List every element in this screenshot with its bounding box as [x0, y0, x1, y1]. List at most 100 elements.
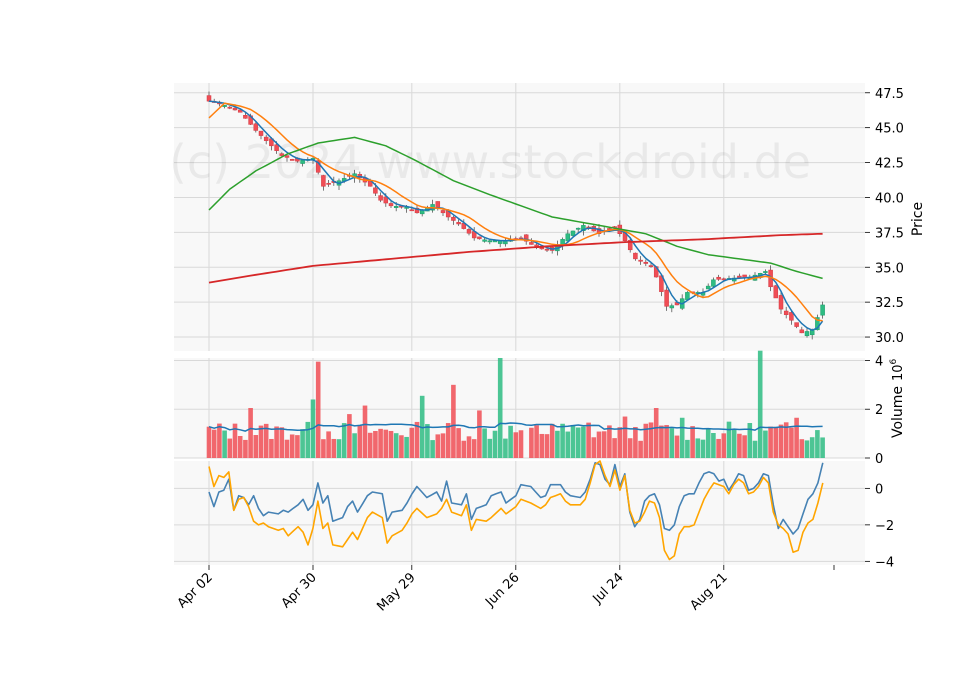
- volume-bar: [565, 431, 571, 458]
- volume-bar: [492, 430, 498, 458]
- volume-bar: [258, 425, 264, 458]
- volume-bar: [399, 435, 404, 458]
- volume-bar: [305, 421, 311, 458]
- candle-body: [326, 182, 331, 185]
- candle-body: [794, 322, 799, 327]
- volume-bar: [549, 423, 555, 458]
- volume-bar: [700, 439, 706, 458]
- volume-bar: [404, 436, 409, 458]
- candle-body: [773, 285, 779, 299]
- candle-body: [232, 107, 238, 111]
- candle-body: [570, 230, 576, 236]
- volume-bar: [487, 438, 493, 458]
- candle-body: [815, 317, 820, 331]
- candle-body: [409, 209, 415, 212]
- candle-body: [482, 239, 487, 242]
- candle-body: [685, 292, 690, 300]
- volume-bar: [705, 428, 711, 458]
- candle-body: [378, 195, 383, 201]
- volume-bar: [591, 437, 597, 458]
- volume-bar: [669, 428, 675, 458]
- price-y-tick-label: 45.0: [875, 122, 904, 137]
- volume-bar: [513, 432, 519, 458]
- volume-bar: [674, 435, 680, 458]
- volume-bar: [206, 426, 212, 458]
- volume-bar: [633, 426, 638, 458]
- volume-bar: [721, 433, 727, 458]
- volume-y-tick-label: 0: [875, 452, 883, 467]
- volume-bar: [341, 423, 347, 458]
- volume-bar: [534, 425, 539, 458]
- volume-bar: [445, 423, 451, 458]
- candle-body: [393, 206, 399, 208]
- volume-bar: [367, 432, 373, 458]
- volume-bar: [321, 439, 326, 458]
- volume-bar: [643, 423, 649, 458]
- volume-bar: [789, 427, 794, 458]
- candle-body: [253, 123, 259, 131]
- volume-bar: [664, 425, 669, 458]
- volume-bar: [222, 430, 227, 458]
- volume-bar: [742, 435, 747, 458]
- candle-body: [633, 252, 638, 260]
- volume-bar: [794, 417, 799, 458]
- volume-bar: [243, 439, 248, 458]
- candle-body: [300, 159, 305, 164]
- x-tick-label: Apr 30: [279, 570, 320, 611]
- volume-bar: [466, 436, 472, 458]
- volume-bar: [315, 361, 321, 458]
- price-y-tick-label: 32.5: [875, 296, 904, 311]
- price-y-tick-label: 35.0: [875, 261, 904, 276]
- volume-bar: [560, 423, 565, 458]
- candle-body: [523, 234, 529, 242]
- candle-body: [648, 265, 654, 267]
- candle-body: [477, 236, 482, 240]
- candle-body: [206, 95, 212, 102]
- candle-body: [783, 310, 789, 315]
- candle-body: [263, 136, 269, 141]
- volume-bar: [263, 423, 269, 458]
- signal-line: [208, 460, 824, 561]
- candle-body: [243, 115, 248, 119]
- volume-bar: [518, 430, 524, 458]
- x-tick-label: Jul 24: [590, 570, 627, 607]
- x-tick-label: Jun 26: [482, 570, 522, 610]
- volume-bar: [539, 433, 545, 458]
- volume-bar: [596, 431, 602, 458]
- volume-bar: [820, 437, 825, 458]
- volume-bar: [477, 410, 482, 458]
- candle-body: [373, 187, 378, 194]
- candle-body: [721, 278, 727, 281]
- volume-bar: [440, 433, 446, 458]
- volume-bar: [581, 426, 586, 458]
- volume-bar: [653, 408, 659, 458]
- volume-bar: [809, 437, 815, 458]
- candle-body: [440, 210, 446, 214]
- volume-bar: [783, 422, 789, 458]
- volume-bar: [612, 438, 617, 458]
- oscillator-plot-area: [174, 461, 865, 565]
- volume-bar: [685, 439, 690, 458]
- volume-bar: [217, 423, 222, 458]
- volume-bar: [388, 430, 394, 458]
- volume-bar: [300, 429, 305, 458]
- candle-body: [414, 207, 420, 214]
- volume-bar: [778, 424, 784, 458]
- x-tick-label: Aug 21: [687, 570, 730, 613]
- volume-bar: [274, 426, 279, 458]
- volume-bar: [237, 435, 243, 458]
- candle-body: [227, 106, 233, 109]
- candle-body: [451, 216, 456, 221]
- volume-bar: [373, 431, 378, 458]
- x-tick-label: Apr 02: [175, 570, 216, 611]
- candle-body: [258, 130, 264, 136]
- volume-bar: [451, 384, 456, 458]
- volume-bar: [544, 434, 550, 458]
- volume-bar: [503, 438, 508, 458]
- candle-body: [638, 259, 643, 262]
- volume-bar: [357, 425, 363, 458]
- volume-bar: [497, 358, 503, 458]
- volume-bar: [622, 416, 628, 458]
- volume-bar: [289, 434, 295, 458]
